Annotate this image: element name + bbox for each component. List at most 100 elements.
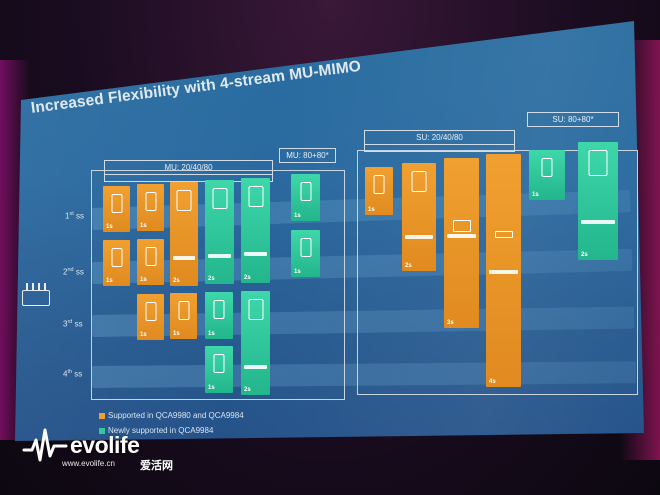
antenna (32, 283, 34, 291)
legend-green: Newly supported in QCA9984 (99, 426, 213, 435)
stream-unit: ss (75, 211, 84, 221)
tile-label: 1s (106, 278, 113, 284)
stream-unit: ss (75, 267, 84, 277)
antenna (38, 283, 40, 291)
tile-su-green-2: 2s (578, 142, 618, 260)
tablet-icon (248, 299, 263, 320)
header-su-bracket (364, 144, 515, 152)
phone-icon (111, 248, 122, 267)
tile-label: 1s (208, 331, 215, 337)
tile-label: 1s (140, 277, 147, 283)
capacity-bar (447, 234, 476, 238)
capacity-bar (173, 256, 195, 260)
tile-label: 1s (208, 385, 215, 391)
stream-label-4: 4th ss (63, 369, 82, 379)
mu-panel (91, 170, 345, 400)
legend-swatch-orange (99, 412, 105, 419)
tile-label: 2s (173, 278, 180, 284)
header-su-80-80: SU: 80+80* (527, 112, 619, 127)
stream-unit: ss (74, 369, 83, 379)
stream-ordinal: rd (67, 319, 73, 325)
stream-ordinal: st (69, 211, 74, 217)
phone-icon (145, 192, 156, 211)
tile-mu-orange-7: 1s (170, 293, 197, 339)
tile-label: 1s (294, 213, 301, 219)
capacity-bar (208, 254, 231, 258)
capacity-bar (489, 270, 518, 274)
slide-title: Increased Flexibility with 4-stream MU-M… (30, 57, 362, 117)
tile-su-orange-2: 2s (402, 163, 436, 271)
tile-mu-green-3: 1s (205, 292, 233, 339)
tile-mu-green-4: 2s (241, 291, 270, 395)
su-panel (357, 150, 638, 395)
tile-label: 1s (532, 192, 539, 198)
tile-mu-green-1: 2s (205, 180, 234, 284)
tile-label: 2s (405, 263, 412, 269)
tile-mu-orange-5: 2s (170, 182, 198, 286)
antenna (26, 283, 28, 291)
tile-label: 1s (140, 332, 147, 338)
tile-label: 2s (581, 252, 588, 258)
stream-label-3: 3rd ss (63, 319, 83, 329)
stream-unit: ss (74, 319, 83, 329)
phone-icon (213, 354, 225, 373)
capacity-bar (244, 365, 267, 369)
tile-label: 2s (244, 387, 251, 393)
phone-icon (178, 301, 189, 320)
header-mu-80-80: MU: 80+80* (279, 148, 336, 163)
phone-icon (541, 158, 553, 177)
tile-su-green-1: 1s (529, 150, 565, 200)
legend-green-text: Newly supported in QCA9984 (108, 426, 214, 435)
brand-chinese: 爱活网 (140, 460, 173, 472)
tile-label: 2s (208, 276, 215, 282)
brand-url: www.evolife.cn (62, 459, 115, 468)
brand-name: evolife (70, 432, 140, 458)
legend-orange-text: Supported in QCA9980 and QCA9984 (108, 411, 244, 420)
stream-number: 2 (63, 267, 68, 277)
tile-mu-orange-2: 1s (137, 184, 164, 231)
header-su-20-40-80: SU: 20/40/80 (364, 130, 515, 145)
tile-su-orange-4: 4s (486, 154, 521, 387)
laptop-icon (452, 220, 471, 232)
tile-label: 1s (294, 269, 301, 275)
router-icon (494, 231, 513, 238)
router-icon (22, 283, 50, 306)
tablet-icon (248, 186, 263, 207)
heartbeat-logo-icon (22, 428, 68, 462)
stream-ordinal: nd (67, 267, 74, 273)
phone-icon (213, 300, 225, 319)
tile-label: 1s (106, 224, 113, 230)
tile-mu-orange-6: 1s (137, 294, 164, 340)
phone-icon (300, 182, 311, 201)
stream-number: 3 (63, 319, 68, 329)
tile-su-orange-3: 3s (444, 158, 479, 328)
legend-orange: Supported in QCA9980 and QCA9984 (99, 411, 244, 420)
capacity-bar (244, 252, 267, 256)
phone-icon (373, 175, 385, 194)
tile-su-orange-1: 1s (365, 167, 393, 215)
tablet-icon (588, 150, 608, 176)
stream-label-2: 2nd ss (63, 267, 84, 277)
phone-icon (300, 238, 311, 257)
antenna (44, 283, 46, 291)
tile-mu-green-6: 1s (291, 174, 320, 221)
evolife-watermark: evolife www.evolife.cn 爱活网 (22, 426, 182, 474)
tile-mu-green-5: 1s (205, 346, 233, 393)
tile-label: 2s (244, 275, 251, 281)
stream-number: 1 (65, 211, 70, 221)
tile-label: 1s (173, 331, 180, 337)
tile-label: 1s (140, 223, 147, 229)
tile-mu-orange-3: 1s (103, 240, 130, 286)
stream-number: 4 (63, 369, 68, 379)
header-mu-bracket (104, 174, 273, 182)
stream-label-1: 1st ss (65, 211, 84, 221)
phone-icon (111, 194, 122, 213)
tablet-icon (212, 188, 227, 209)
tile-label: 3s (447, 320, 454, 326)
phone-icon (145, 302, 156, 321)
header-mu-20-40-80: MU: 20/40/80 (104, 160, 273, 175)
tablet-icon (411, 171, 427, 192)
tile-mu-green-2: 2s (241, 178, 270, 283)
phone-icon (145, 247, 156, 266)
